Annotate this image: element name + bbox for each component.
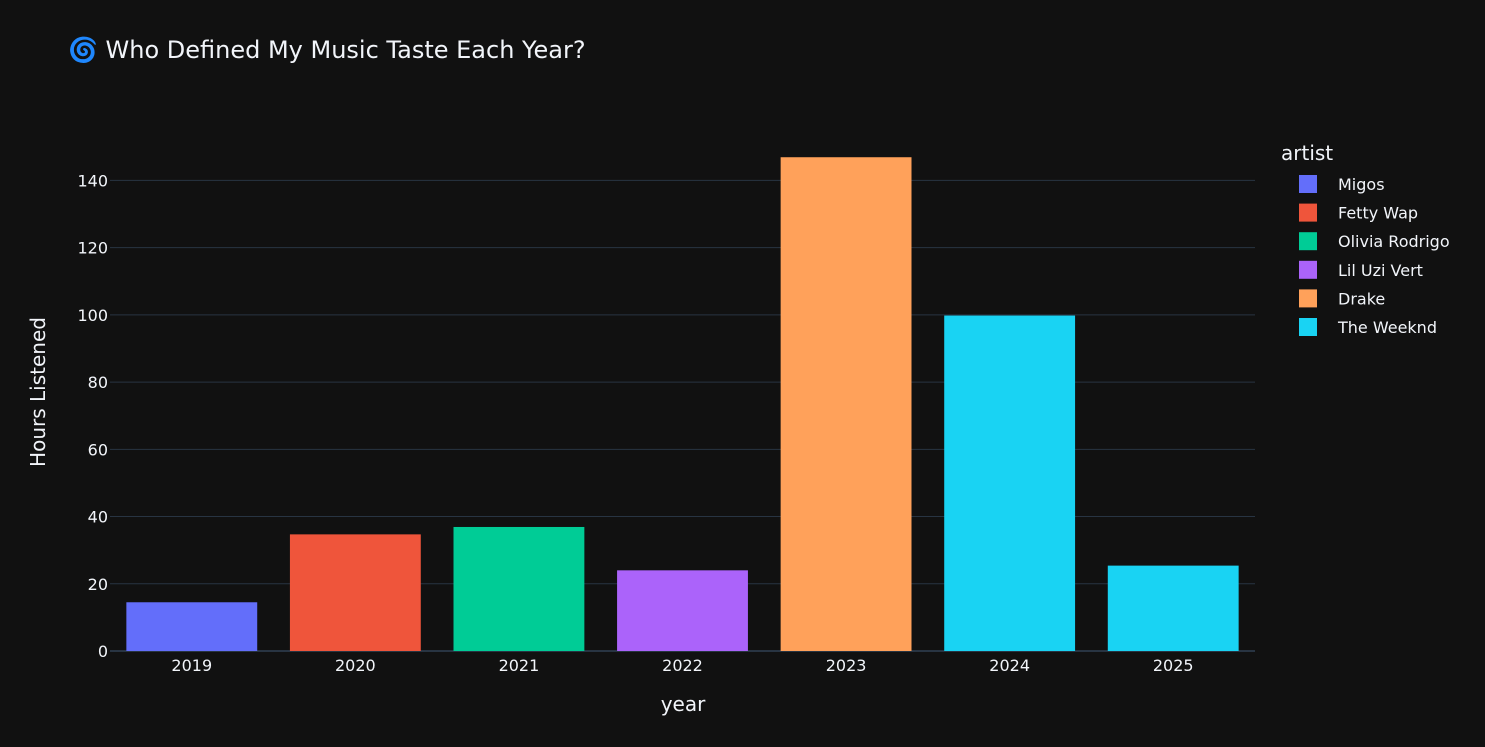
x-tick-label: 2023 xyxy=(826,656,867,675)
bar[interactable] xyxy=(944,315,1076,651)
bars xyxy=(126,157,1239,652)
legend-title: artist xyxy=(1281,141,1333,165)
y-tick-label: 80 xyxy=(88,373,108,392)
x-tick-label: 2022 xyxy=(662,656,703,675)
legend-label: Fetty Wap xyxy=(1338,204,1418,223)
x-tick-label: 2021 xyxy=(499,656,540,675)
x-tick-label: 2024 xyxy=(989,656,1030,675)
legend-label: The Weeknd xyxy=(1337,318,1437,337)
bar[interactable] xyxy=(1107,565,1239,651)
legend-swatch xyxy=(1299,203,1317,222)
y-tick-labels: 0 20 40 60 80 100 120 140 xyxy=(77,171,108,661)
legend-item[interactable]: Lil Uzi Vert xyxy=(1299,260,1423,280)
legend-item[interactable]: The Weeknd xyxy=(1299,318,1437,337)
legend-item[interactable]: Drake xyxy=(1299,289,1385,308)
legend[interactable]: Migos Fetty Wap Olivia Rodrigo Lil Uzi Vert… xyxy=(1299,175,1450,337)
x-tick-label: 2019 xyxy=(171,656,212,675)
y-tick-label: 100 xyxy=(77,306,108,325)
y-tick-label: 120 xyxy=(77,239,108,258)
bar[interactable] xyxy=(617,570,748,651)
legend-swatch xyxy=(1299,260,1317,279)
legend-label: Olivia Rodrigo xyxy=(1338,232,1450,251)
legend-item[interactable]: Migos xyxy=(1299,175,1385,194)
x-axis-title: year xyxy=(661,692,706,716)
y-axis-title: Hours Listened xyxy=(26,317,50,467)
legend-label: Drake xyxy=(1338,289,1385,308)
x-tick-label: 2020 xyxy=(335,656,376,675)
legend-swatch xyxy=(1299,175,1317,193)
legend-swatch xyxy=(1299,318,1317,336)
y-tick-label: 60 xyxy=(88,440,108,459)
legend-label: Migos xyxy=(1338,175,1385,194)
chart-title: 🌀 Who Defined My Music Taste Each Year? xyxy=(68,35,586,64)
bar[interactable] xyxy=(780,157,912,652)
legend-label: Lil Uzi Vert xyxy=(1338,261,1423,280)
bar[interactable] xyxy=(289,534,421,651)
x-tick-labels: 2019 2020 2021 2022 2023 2024 2025 xyxy=(171,656,1193,675)
legend-swatch xyxy=(1299,289,1317,308)
legend-swatch xyxy=(1299,232,1317,251)
y-tick-label: 40 xyxy=(88,508,108,527)
bar[interactable] xyxy=(126,602,258,651)
legend-item[interactable]: Olivia Rodrigo xyxy=(1299,232,1450,251)
x-tick-label: 2025 xyxy=(1153,656,1194,675)
y-tick-label: 140 xyxy=(77,171,108,190)
bar[interactable] xyxy=(453,526,585,651)
legend-item[interactable]: Fetty Wap xyxy=(1299,203,1418,223)
y-tick-label: 0 xyxy=(98,642,108,661)
y-tick-label: 20 xyxy=(88,575,108,594)
